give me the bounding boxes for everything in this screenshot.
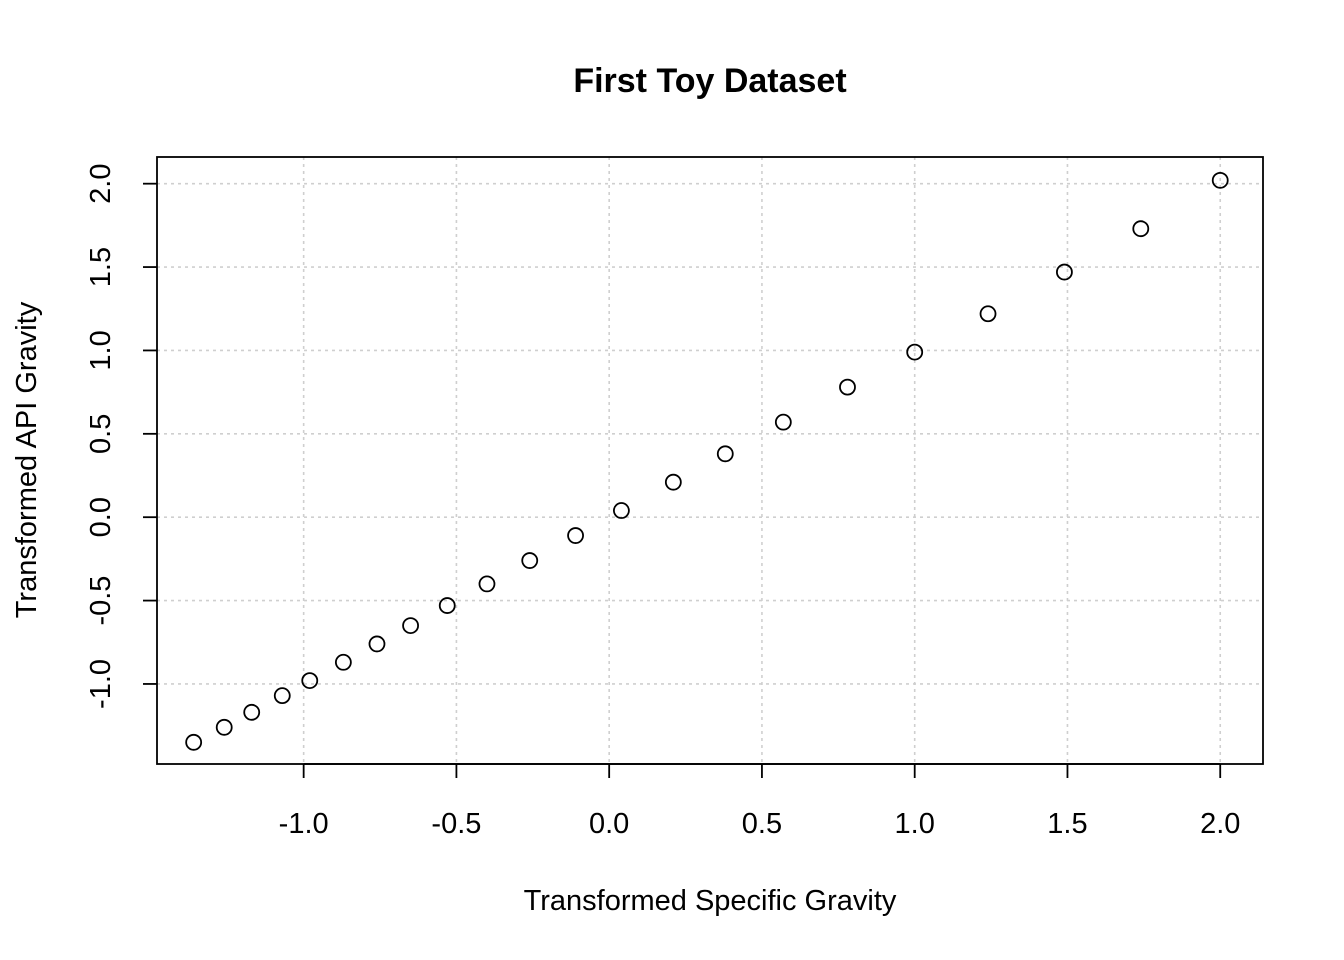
data-point-19 [1056,263,1073,281]
x-tick-label-5: 1.5 [1047,808,1087,840]
y-tick-label-4: 1.0 [85,330,117,370]
x-tick-label-3: 0.5 [742,808,782,840]
y-axis-label: Transformed API Gravity [11,301,43,618]
x-axis-label: Transformed Specific Gravity [524,885,897,917]
x-axis: -1.0 -0.5 0.0 0.5 1.0 1.5 2.0 [279,763,1240,840]
data-point-6 [368,635,386,653]
y-tick-label-6: 2.0 [85,164,117,204]
data-point-7 [402,617,419,634]
chart-title: First Toy Dataset [573,62,846,100]
data-point-4 [301,672,319,690]
data-point-17 [906,343,924,361]
data-point-21 [1211,171,1229,189]
data-point-14 [716,445,734,463]
data-point-5 [334,653,352,671]
y-axis: -1.0 -0.5 0.0 0.5 1.0 1.5 2.0 [85,164,157,709]
data-point-20 [1132,220,1150,238]
data-point-12 [612,502,630,519]
x-tick-label-6: 2.0 [1200,808,1240,840]
y-tick-label-0: -1.0 [85,659,117,709]
data-point-9 [478,575,496,593]
x-tick-label-4: 1.0 [895,808,935,840]
data-point-15 [774,413,792,431]
y-tick-label-3: 0.5 [85,414,117,454]
data-point-1 [215,718,233,736]
y-tick-label-2: 0.0 [85,497,117,537]
x-tick-label-2: 0.0 [589,808,629,840]
y-tick-label-1: -0.5 [85,576,117,626]
plot-area-border [156,156,1264,765]
data-point-13 [664,473,682,491]
x-tick-label-1: -0.5 [431,808,481,840]
grid-lines [157,157,1263,764]
x-tick-label-0: -1.0 [279,808,329,840]
data-point-18 [979,305,997,323]
data-point-0 [185,733,203,751]
data-point-16 [839,378,856,396]
data-point-2 [243,703,261,721]
data-point-10 [521,552,539,569]
data-point-11 [567,527,584,544]
data-point-8 [438,597,456,614]
y-tick-label-5: 1.5 [85,247,117,287]
data-points [185,171,1229,751]
data-point-3 [273,687,291,705]
